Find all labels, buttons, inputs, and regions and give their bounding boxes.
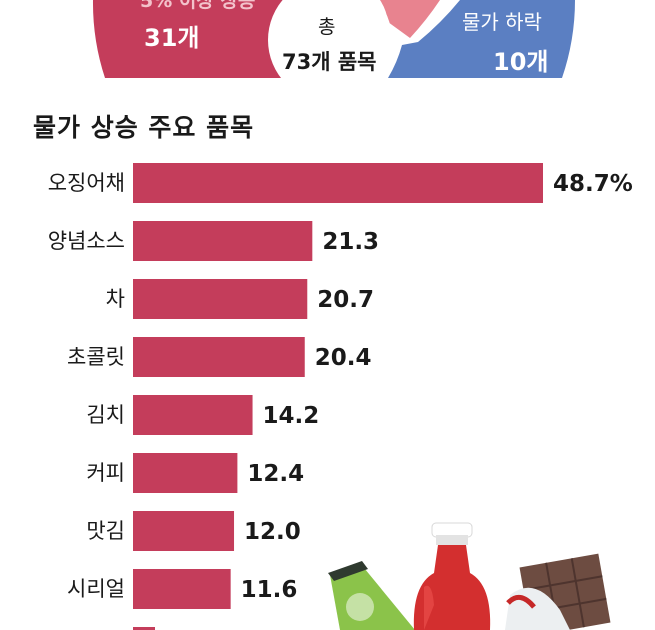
donut-center-hole [268, 0, 392, 90]
donut-segment-fall [388, 0, 575, 78]
donut-segment-mid [340, 0, 440, 38]
donut-chart [92, 0, 575, 90]
category-label: 시리얼 [67, 577, 125, 601]
snack-illustration [328, 522, 611, 630]
snack-bag-icon [328, 561, 415, 630]
chocolate-icon [505, 553, 611, 630]
bar-partial-cutoff [133, 627, 155, 630]
fall-count: 10개 [493, 48, 549, 76]
sauce-bottle-icon [413, 522, 491, 630]
value-label: 11.6 [241, 577, 298, 603]
category-label: 맛김 [86, 519, 125, 543]
category-label: 김치 [86, 403, 125, 427]
category-label: 초콜릿 [67, 345, 125, 369]
bar-2 [133, 221, 313, 261]
value-label: 21.3 [322, 229, 379, 255]
category-label: 양념소스 [48, 229, 125, 253]
bar-4 [133, 337, 305, 377]
value-label: 12.0 [244, 519, 301, 545]
rise-count: 31개 [144, 24, 200, 52]
fall-label: 물가 하락 [462, 10, 542, 34]
rise-label: 5% 이상 상승 [140, 0, 256, 12]
chart-title: 물가 상승 주요 품목 [33, 113, 255, 142]
value-label: 20.7 [317, 287, 374, 313]
bar-8 [133, 569, 231, 609]
bar-7 [133, 511, 235, 551]
category-label: 오징어채 [48, 171, 125, 195]
value-label: 48.7% [553, 171, 633, 197]
donut-segment-rise [92, 0, 295, 78]
value-label: 20.4 [315, 345, 372, 371]
value-label: 12.4 [247, 461, 304, 487]
total-label: 총 [318, 16, 336, 38]
bar-6 [133, 453, 238, 493]
total-value: 73개 품목 [282, 50, 377, 74]
value-label: 14.2 [263, 403, 320, 429]
bar-3 [133, 279, 308, 319]
bar-1 [133, 163, 543, 203]
category-label: 차 [106, 287, 125, 311]
bar-5 [133, 395, 253, 435]
category-label: 커피 [86, 461, 125, 485]
